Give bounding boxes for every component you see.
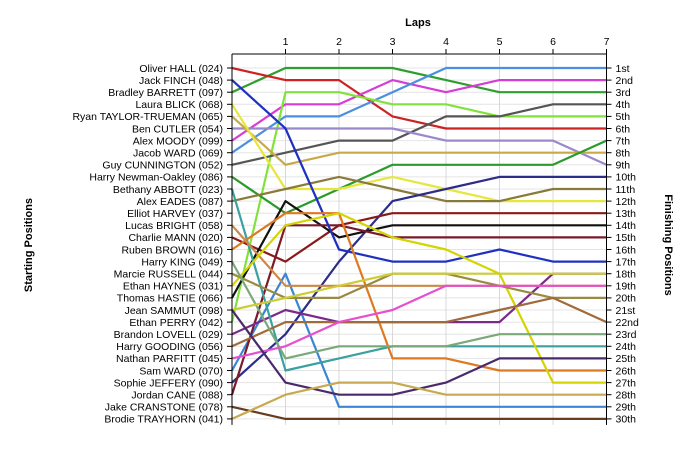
starting-position-label: Guy CUNNINGTON (052): [102, 160, 223, 172]
starting-position-label: Alex EADES (087): [137, 196, 223, 208]
series-line: [231, 212, 607, 384]
series-line: [231, 66, 607, 130]
left-axis-title: Starting Positions: [23, 198, 35, 292]
starting-position-label: Charlie MANN (020): [128, 232, 223, 244]
finishing-position-label: 27th: [616, 377, 637, 389]
finishing-position-label: 23rd: [616, 329, 637, 341]
starting-position-label: Thomas HASTIE (066): [117, 293, 223, 305]
finishing-position-label: 28th: [616, 390, 637, 402]
starting-position-label: Harry KING (049): [141, 256, 223, 268]
series-line: [231, 212, 607, 372]
series-line: [231, 272, 607, 408]
starting-position-label: Ruben BROWN (016): [121, 244, 223, 256]
starting-position-label: Harry GOODING (056): [116, 341, 223, 353]
starting-position-label: Elliot HARVEY (037): [127, 208, 223, 220]
starting-position-label: Ben CUTLER (054): [132, 123, 223, 135]
finishing-position-label: 14th: [616, 220, 637, 232]
series-line: [231, 261, 607, 360]
finishing-position-label: 9th: [616, 160, 631, 172]
series-line: [232, 127, 607, 166]
finishing-position-label: 15th: [616, 232, 637, 244]
finishing-position-label: 12th: [616, 196, 637, 208]
finishing-position-label: 2nd: [616, 75, 634, 87]
series-line: [230, 91, 607, 323]
finishing-position-label: 10th: [616, 172, 637, 184]
series-line: [231, 212, 607, 263]
finishing-position-label: 4th: [616, 99, 631, 111]
series-line: [231, 296, 607, 348]
finishing-position-label: 29th: [616, 402, 637, 414]
series-line: [231, 405, 607, 420]
finishing-position-label: 1st: [616, 63, 630, 75]
starting-position-label: Brodie TRAYHORN (041): [104, 414, 223, 426]
finishing-position-label: 20th: [616, 293, 637, 305]
x-axis-title: Laps: [405, 17, 431, 29]
finishing-position-label: 13th: [616, 208, 637, 220]
starting-position-label: Ethan HAYNES (031): [123, 281, 223, 293]
starting-position-label: Laura BLICK (068): [135, 99, 223, 111]
series-line: [231, 272, 607, 312]
series-line: [230, 224, 607, 396]
x-tick-label: 4: [443, 36, 449, 48]
series-line: [231, 103, 607, 203]
series-line: [231, 381, 607, 420]
axes: 1 2 3 4 5 6 7 Oliver HALL (024) 1st Jack FINCH (0…: [72, 36, 639, 426]
starting-position-label: Nathan PARFITT (045): [116, 353, 223, 365]
finishing-position-label: 8th: [616, 148, 631, 160]
starting-position-label: Jacob WARD (069): [133, 148, 223, 160]
finishing-position-label: 6th: [616, 123, 631, 135]
finishing-position-label: 11th: [616, 184, 636, 196]
starting-position-label: Sophie JEFFERY (090): [114, 377, 223, 389]
finishing-position-label: 24th: [616, 341, 637, 353]
finishing-position-label: 25th: [616, 353, 637, 365]
finishing-position-label: 7th: [616, 135, 631, 147]
x-tick-label: 2: [336, 36, 342, 48]
series-line: [231, 139, 607, 215]
starting-position-label: Lucas BRIGHT (058): [125, 220, 223, 232]
finishing-position-label: 26th: [616, 365, 637, 377]
starting-position-label: Jake CRANSTONE (078): [105, 402, 223, 414]
x-tick-label: 3: [390, 36, 396, 48]
finishing-position-label: 5th: [616, 111, 631, 123]
starting-position-label: Bethany ABBOTT (023): [113, 184, 223, 196]
starting-position-label: Oliver HALL (024): [139, 63, 223, 75]
x-tick-label: 5: [497, 36, 503, 48]
series-line: [231, 200, 607, 299]
x-tick-label: 7: [604, 36, 610, 48]
starting-position-label: Harry Newman-Oakley (086): [89, 172, 223, 184]
finishing-position-label: 3rd: [616, 87, 631, 99]
series-line: [231, 284, 607, 360]
starting-position-label: Jordan CANE (088): [131, 390, 223, 402]
right-axis-title: Finishing Positions: [662, 194, 674, 295]
starting-position-label: Bradley BARRETT (097): [108, 87, 223, 99]
starting-position-label: Ryan TAYLOR-TRUEMAN (065): [72, 111, 223, 123]
starting-position-label: Marcie RUSSELL (044): [114, 269, 223, 281]
series-line: [231, 66, 607, 94]
x-tick-label: 1: [283, 36, 289, 48]
series-line: [231, 78, 607, 142]
starting-position-label: Jack FINCH (048): [139, 75, 223, 87]
finishing-position-label: 21st: [616, 305, 636, 317]
starting-position-label: Jean SAMMUT (098): [125, 305, 223, 317]
series-lines: [230, 66, 607, 420]
starting-position-label: Brandon LOVELL (029): [114, 329, 223, 341]
finishing-position-label: 30th: [616, 414, 637, 426]
starting-position-label: Alex MOODY (099): [133, 135, 223, 147]
starting-position-label: Ethan PERRY (042): [129, 317, 223, 329]
series-line: [231, 115, 607, 166]
finishing-position-label: 18th: [616, 269, 637, 281]
series-line: [231, 79, 607, 263]
x-tick-label: 6: [550, 36, 556, 48]
finishing-position-label: 17th: [616, 256, 637, 268]
starting-position-label: Sam WARD (070): [139, 365, 223, 377]
finishing-position-label: 22nd: [616, 317, 640, 329]
series-line: [231, 66, 607, 154]
finishing-position-label: 16th: [616, 244, 637, 256]
finishing-position-label: 19th: [616, 281, 637, 293]
